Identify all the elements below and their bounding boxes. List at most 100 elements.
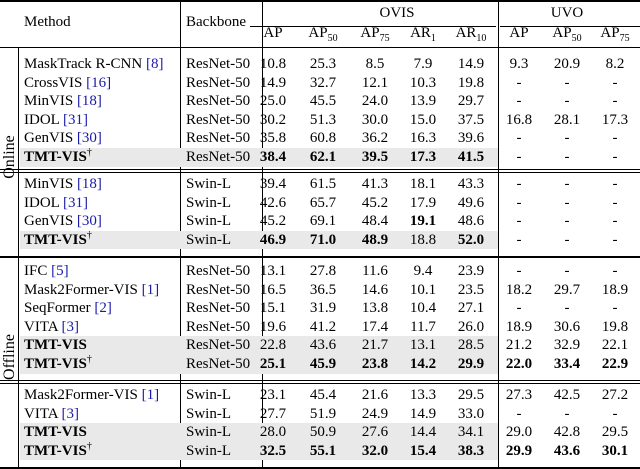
table-cell: 26.0: [457, 318, 485, 335]
table-row-backbone: ResNet-50: [186, 56, 251, 72]
table-cell: 25.0: [259, 93, 287, 110]
table-cell: 14.2: [409, 356, 437, 372]
table-row-backbone: ResNet-50: [186, 356, 251, 372]
table-cell: 14.4: [409, 424, 437, 441]
table-cell: 62.1: [309, 149, 337, 165]
table-cell: 14.6: [361, 281, 389, 298]
table-cell: 18.9: [601, 281, 629, 298]
table-row-backbone: Swin-L: [186, 231, 231, 248]
table-cell: 10.3: [409, 74, 437, 91]
table-cell: 11.6: [362, 263, 388, 279]
vr-uvo: [498, 0, 499, 469]
table-cell: 22.0: [505, 356, 533, 372]
table-cell: 36.2: [361, 130, 389, 147]
header-col-1: AP50: [308, 25, 338, 44]
header-col-7: AP75: [600, 25, 630, 44]
table-cell: 38.4: [259, 149, 287, 165]
header-col-4: AR10: [455, 25, 487, 44]
table-cell: 23.1: [259, 387, 287, 403]
table-row-method: VITA [3]: [24, 405, 80, 422]
table-cell: 51.3: [309, 111, 337, 128]
section-label-offline: Offline: [1, 334, 18, 380]
table-cell: -: [612, 263, 618, 279]
table-cell: 23.8: [361, 356, 389, 372]
table-cell: 50.9: [309, 424, 337, 441]
table-row-backbone: ResNet-50: [186, 318, 251, 335]
table-cell: 32.9: [553, 337, 581, 354]
table-cell: 7.9: [413, 56, 433, 72]
table-cell: -: [564, 405, 570, 422]
table-cell: 17.9: [409, 194, 437, 211]
section-label-online: Online: [1, 135, 18, 179]
table-row-backbone: ResNet-50: [186, 111, 251, 128]
table-cell: 29.5: [601, 424, 629, 441]
table-cell: 30.1: [601, 442, 629, 459]
table-cell: -: [516, 149, 522, 165]
table-cell: 27.8: [309, 263, 337, 279]
table-cell: 30.6: [553, 318, 581, 335]
table-cell: 39.5: [361, 149, 389, 165]
table-cell: -: [612, 213, 618, 230]
highlight-row: [20, 336, 498, 355]
table-cell: -: [564, 93, 570, 110]
table-cell: 39.4: [259, 176, 287, 192]
table-cell: 52.0: [457, 231, 485, 248]
table-cell: 19.8: [457, 74, 485, 91]
table-cell: 27.6: [361, 424, 389, 441]
table-cell: 13.1: [259, 263, 287, 279]
highlight-row: [20, 355, 498, 374]
table-row-backbone: Swin-L: [186, 387, 231, 403]
table-cell: 18.9: [505, 318, 533, 335]
table-row-method: GenVIS [30]: [24, 213, 102, 230]
table-cell: 18.2: [505, 281, 533, 298]
table-cell: 39.6: [457, 130, 485, 147]
table-cell: 31.9: [309, 300, 337, 317]
table-cell: 13.3: [409, 387, 437, 403]
table-cell: 11.7: [410, 318, 436, 335]
table-cell: 28.0: [259, 424, 287, 441]
table-cell: 27.2: [601, 387, 629, 403]
table-row-backbone: ResNet-50: [186, 337, 251, 354]
table-row-backbone: ResNet-50: [186, 130, 251, 147]
highlight-row: [20, 423, 498, 442]
table-cell: 19.6: [259, 318, 287, 335]
table-cell: 43.6: [309, 337, 337, 354]
table-row-method: CrossVIS [16]: [24, 74, 112, 91]
table-cell: 25.3: [309, 56, 337, 72]
table-row-method: MinVIS [18]: [24, 93, 102, 110]
table-cell: -: [612, 300, 618, 317]
table-cell: 15.1: [259, 300, 287, 317]
table-cell: -: [612, 405, 618, 422]
table-cell: -: [564, 300, 570, 317]
table-cell: 32.5: [259, 442, 287, 459]
table-cell: 51.9: [309, 405, 337, 422]
table-cell: -: [612, 93, 618, 110]
table-row-backbone: Swin-L: [186, 213, 231, 230]
table-cell: 43.6: [553, 442, 581, 459]
group-rule-3b: [0, 383, 640, 384]
table-row-method: MaskTrack R-CNN [8]: [24, 56, 164, 72]
table-row-method: IDOL [31]: [24, 111, 89, 128]
table-cell: 19.1: [409, 213, 437, 230]
table-cell: 16.5: [259, 281, 287, 298]
table-cell: 46.9: [259, 231, 287, 248]
header-col-3: AR1: [410, 25, 436, 44]
table-cell: 28.5: [457, 337, 485, 354]
highlight-row: [20, 230, 498, 250]
table-row-method: GenVIS [30]: [24, 130, 102, 147]
table-cell: -: [564, 263, 570, 279]
table-cell: -: [516, 130, 522, 147]
top-rule: [0, 0, 640, 2]
table-cell: 14.9: [457, 56, 485, 72]
table-cell: 45.4: [309, 387, 337, 403]
table-cell: 29.7: [457, 93, 485, 110]
table-cell: 21.2: [505, 337, 533, 354]
table-cell: 8.5: [365, 56, 385, 72]
table-cell: 33.4: [553, 356, 581, 372]
table-row-method: IDOL [31]: [24, 194, 89, 211]
table-row-backbone: ResNet-50: [186, 149, 251, 165]
header-uvo: UVO: [550, 5, 584, 21]
table-row-method: SeqFormer [2]: [24, 300, 112, 317]
table-cell: 45.9: [309, 356, 337, 372]
ovis-underline: [250, 26, 496, 27]
